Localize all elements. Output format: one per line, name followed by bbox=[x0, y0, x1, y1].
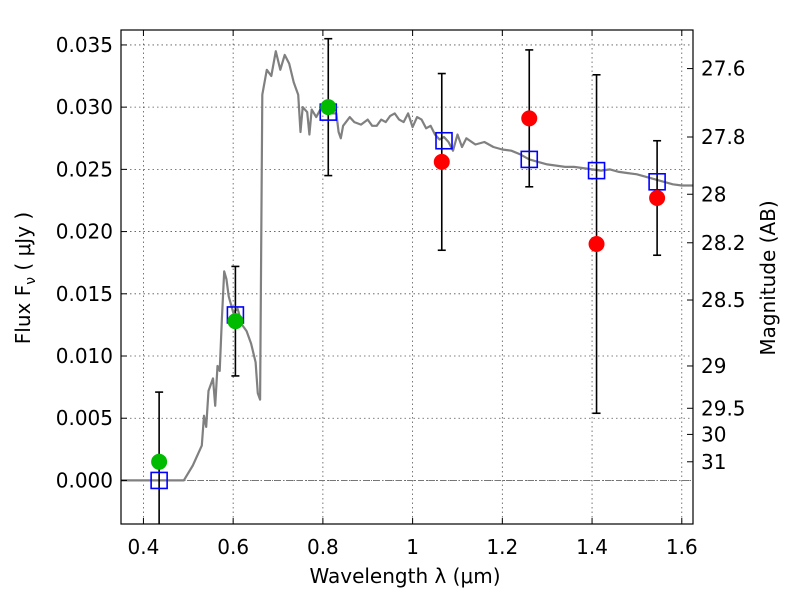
y2-axis-label: Magnitude (AB) bbox=[756, 200, 780, 355]
model-square-point bbox=[520, 150, 539, 169]
spectrum-line bbox=[121, 50, 693, 482]
y-axis-ticks: 0.000 0.005 0.010 0.015 0.020 0.025 0.030 0.035 bbox=[56, 33, 127, 492]
x-tick-label: 0.8 bbox=[307, 535, 339, 559]
y-tick-label: 0.010 bbox=[56, 344, 113, 368]
y-tick-label: 0.020 bbox=[56, 220, 113, 244]
y-tick-label: 0.000 bbox=[56, 468, 113, 492]
y2-tick-label: 29.5 bbox=[701, 396, 746, 420]
x-tick-label: 1 bbox=[406, 535, 419, 559]
y2-tick-label: 30 bbox=[701, 422, 726, 446]
grid bbox=[121, 30, 693, 524]
detection-point bbox=[227, 313, 244, 330]
model-square-point bbox=[435, 131, 453, 150]
model-square-point bbox=[587, 161, 606, 180]
y-axis-label-sub: ν bbox=[23, 277, 39, 285]
y2-tick-label: 27.6 bbox=[701, 57, 746, 81]
spectrum-series bbox=[121, 50, 693, 482]
upper-limit-point bbox=[588, 236, 605, 253]
y2-tick-label: 31 bbox=[701, 450, 726, 474]
upper-limit-point bbox=[649, 189, 666, 206]
upper-limit-point bbox=[521, 110, 538, 127]
y2-tick-label: 29 bbox=[701, 354, 726, 378]
x-tick-label: 1.4 bbox=[576, 535, 608, 559]
x-tick-label: 1.2 bbox=[486, 535, 518, 559]
y-axis-label-unit: ( μJy ) bbox=[11, 212, 35, 277]
y-tick-label: 0.005 bbox=[56, 406, 113, 430]
x-tick-label: 1.6 bbox=[666, 535, 698, 559]
observed-points bbox=[151, 99, 666, 470]
y-tick-label: 0.025 bbox=[56, 157, 113, 181]
x-axis-label: Wavelength λ (μm) bbox=[309, 564, 500, 588]
y-tick-label: 0.015 bbox=[56, 282, 113, 306]
error-bars bbox=[155, 37, 662, 524]
x-tick-label: 0.6 bbox=[217, 535, 249, 559]
plot-frame bbox=[120, 29, 694, 525]
y2-tick-label: 28.2 bbox=[701, 231, 746, 255]
y-tick-label: 0.035 bbox=[56, 33, 113, 57]
y-tick-label: 0.030 bbox=[56, 95, 113, 119]
x-tick-label: 0.4 bbox=[128, 535, 160, 559]
model-square-point bbox=[648, 173, 666, 191]
detection-point bbox=[151, 453, 168, 470]
y2-tick-label: 27.8 bbox=[701, 125, 746, 149]
y2-axis-ticks: 27.6 27.8 28 28.2 28.5 29 29.530 31 bbox=[687, 57, 746, 474]
model-points bbox=[150, 103, 666, 490]
y-axis-label-main: Flux F bbox=[11, 285, 35, 344]
detection-point bbox=[320, 99, 337, 116]
y2-tick-label: 28.5 bbox=[701, 288, 746, 312]
x-axis-ticks: 0.4 0.6 0.8 1 1.2 1.4 1.6 bbox=[128, 30, 698, 559]
y2-tick-label: 28 bbox=[701, 182, 726, 206]
upper-limit-point bbox=[433, 153, 450, 170]
model-square-point bbox=[150, 471, 168, 490]
y-axis-label: Flux Fν ( μJy ) bbox=[11, 212, 39, 344]
